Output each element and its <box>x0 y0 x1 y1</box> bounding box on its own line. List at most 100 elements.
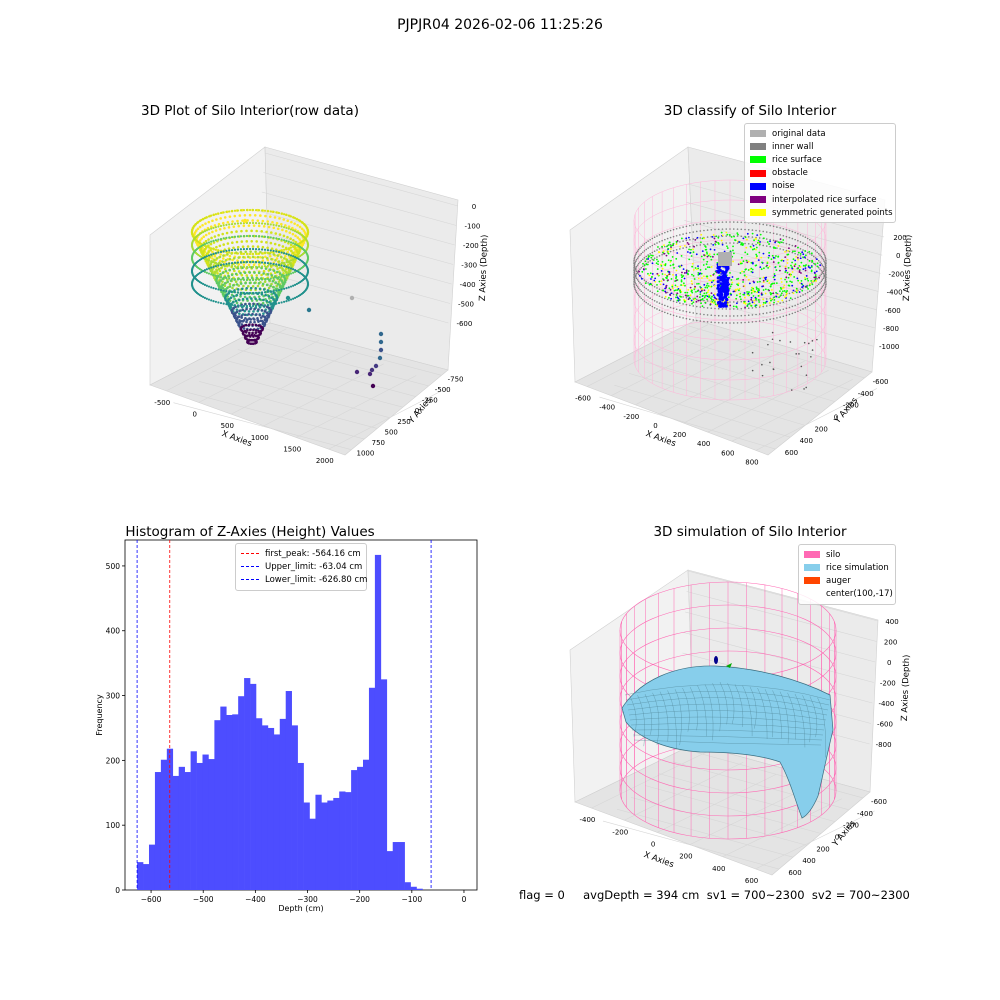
data-point <box>261 259 265 262</box>
gridline <box>678 274 876 329</box>
noise-point <box>716 284 721 288</box>
data-point <box>233 222 237 225</box>
inner-wall-point <box>706 222 709 224</box>
classified-point <box>810 269 813 272</box>
data-point <box>242 278 246 281</box>
data-point <box>233 235 237 238</box>
y-tick-label: 500 <box>106 562 121 571</box>
classified-point <box>713 237 716 240</box>
data-point <box>269 303 272 306</box>
data-point <box>245 320 248 324</box>
data-point <box>260 291 264 294</box>
classified-point <box>640 277 643 280</box>
data-point <box>241 305 244 309</box>
data-point <box>254 252 258 255</box>
histogram-bar <box>351 770 358 890</box>
classified-point <box>783 284 786 287</box>
x-tick-label: −600 <box>141 895 162 904</box>
data-point <box>280 222 283 226</box>
data-point <box>217 222 221 226</box>
inner-wall-point <box>814 250 817 252</box>
classified-point <box>705 263 708 266</box>
noise-point <box>724 304 728 308</box>
data-point <box>222 254 225 257</box>
inner-wall-point <box>824 261 826 264</box>
inner-wall-point <box>685 232 688 235</box>
classified-point <box>816 265 819 268</box>
inner-wall-point <box>791 244 794 247</box>
legend-label: rice simulation <box>826 562 889 573</box>
classified-point <box>689 286 692 289</box>
classified-point <box>758 301 761 303</box>
tick-label: -750 <box>448 375 464 383</box>
classified-point <box>772 292 775 295</box>
inner-wall-point <box>814 293 817 295</box>
inner-wall-point <box>822 277 825 280</box>
data-point <box>195 229 198 232</box>
data-point <box>269 308 272 311</box>
classified-point <box>806 286 808 289</box>
classified-point <box>721 234 724 237</box>
classified-point <box>811 283 814 286</box>
noise-point <box>805 386 808 389</box>
classified-point <box>736 288 739 291</box>
data-point <box>217 249 220 252</box>
legend-item: Upper_limit: -63.04 cm <box>241 560 362 573</box>
inner-wall-point <box>633 273 635 276</box>
legend-item: obstacle <box>750 167 890 180</box>
inner-wall-point <box>714 228 716 231</box>
data-point <box>214 300 218 303</box>
inner-wall-point <box>649 238 651 241</box>
surface-mesh <box>749 686 757 729</box>
inner-wall-point <box>658 248 661 250</box>
data-point <box>235 310 239 314</box>
data-point <box>295 217 299 221</box>
classified-point <box>787 284 790 287</box>
histogram-bar <box>273 734 281 890</box>
classified-point <box>761 261 763 264</box>
classified-point <box>759 277 761 280</box>
classified-point <box>781 290 784 293</box>
classified-point <box>768 243 770 245</box>
data-point <box>245 260 249 264</box>
classified-point <box>732 249 734 252</box>
inner-wall-point <box>699 320 702 322</box>
classified-point <box>676 285 679 288</box>
data-point <box>235 230 238 233</box>
data-point <box>214 213 218 216</box>
classified-point <box>742 260 745 263</box>
classified-point <box>755 248 757 251</box>
inner-wall-point <box>706 300 709 302</box>
classified-point <box>704 268 707 271</box>
data-point <box>232 267 235 271</box>
classified-point <box>797 279 800 282</box>
noise-point <box>769 361 771 364</box>
data-point <box>257 308 260 311</box>
inner-wall-point <box>639 261 641 263</box>
classified-point <box>669 288 672 291</box>
data-point <box>297 242 300 246</box>
inner-wall-point <box>779 309 781 311</box>
inner-wall-point <box>717 221 720 224</box>
data-point <box>251 265 255 269</box>
data-point <box>245 247 249 251</box>
classified-point <box>791 267 794 270</box>
classified-point <box>648 255 651 258</box>
classified-point <box>780 259 783 262</box>
classified-point <box>802 264 805 267</box>
classified-point <box>706 255 709 258</box>
inner-wall-point <box>706 314 709 316</box>
data-point <box>295 269 299 273</box>
classified-point <box>646 263 649 266</box>
classified-point <box>714 240 717 243</box>
classified-point <box>711 235 714 238</box>
data-point <box>225 293 229 296</box>
inner-wall-point <box>721 315 724 317</box>
inner-wall-point <box>758 306 761 308</box>
tick-label: 0 <box>415 407 419 415</box>
data-point <box>247 224 251 227</box>
inner-wall-point <box>817 290 820 293</box>
data-point <box>205 252 209 256</box>
data-point <box>214 265 218 268</box>
classified-point <box>676 299 679 302</box>
